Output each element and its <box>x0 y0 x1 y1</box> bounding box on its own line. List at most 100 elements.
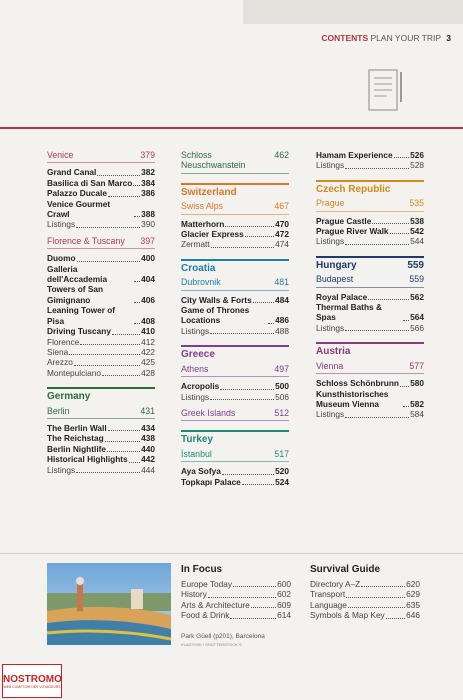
city-heading: Athens 497 <box>181 363 289 378</box>
entry-label: Royal Palace <box>316 291 368 302</box>
entry-page: 434 <box>141 422 155 433</box>
city-name: Athens <box>181 363 209 374</box>
entry-label: Hamam Experience <box>316 150 393 160</box>
entry-label: Food & Drink <box>181 610 230 621</box>
entry-page: 600 <box>277 578 291 589</box>
country-heading: Greece <box>181 345 289 360</box>
logo-name: NOSTROMO <box>3 674 62 685</box>
entry-label: Listings <box>316 236 345 247</box>
city-heading: Vienna 577 <box>316 361 424 375</box>
toc-entry: Hamam Experience 526 <box>316 150 424 160</box>
toc-entry: Driving Tuscany 410 <box>47 326 155 336</box>
toc-entry: Siena 422 <box>47 347 155 357</box>
toc-entry: Aya Sofya 520 <box>181 466 289 476</box>
toc-entry: Matterhorn 470 <box>181 219 289 229</box>
toc-entry: Kunsthistorisches Museum Vienna 582 <box>316 389 424 410</box>
entry-page: 384 <box>141 177 155 188</box>
city-name: Schloss Neuschwanstein <box>181 150 246 171</box>
section: Croatia Dubrovnik 481 City Walls & Forts 484… <box>181 258 289 336</box>
leader <box>111 333 141 335</box>
leader <box>403 406 410 408</box>
entry-page: 582 <box>410 398 424 409</box>
entry-label: Historical Highlights <box>47 454 128 465</box>
city-name: Florence & Tuscany <box>47 235 125 246</box>
country-name: Austria <box>316 346 351 358</box>
country-heading: Austria <box>316 342 424 357</box>
section-title: In Focus <box>181 564 223 575</box>
entry-page: 620 <box>406 578 420 589</box>
leader <box>345 416 410 418</box>
leader <box>107 451 141 453</box>
group: Swiss Alps 467 Matterhorn 470 Glacier Expres… <box>181 201 289 250</box>
entry-page: 506 <box>275 391 289 402</box>
toc-entry: Montepulciano 428 <box>47 368 155 378</box>
toc-entry: Thermal Baths & Spas 564 <box>316 302 424 323</box>
entry-label: Listings <box>181 325 210 336</box>
entry-page: 400 <box>141 253 155 264</box>
city-heading: Venice 379 <box>47 150 155 164</box>
entry-label: Leaning Tower of Pisa <box>47 305 116 326</box>
leader <box>346 596 406 598</box>
city-heading: Budapest 559 <box>316 274 424 288</box>
city-name: Prague <box>316 198 345 209</box>
entry-label: Acropolis <box>181 381 220 392</box>
country-heading: Hungary 559 <box>316 255 424 271</box>
city-page: 431 <box>140 405 155 416</box>
entry-label: Berlin Nightlife <box>47 443 107 454</box>
leader <box>97 174 141 176</box>
entry-label: Venice Gourmet Crawl <box>47 198 111 220</box>
leader <box>250 607 277 609</box>
city-name: Swiss Alps <box>181 201 224 212</box>
entry-label: Europe Today <box>181 578 233 589</box>
group: Schloss Neuschwanstein 462 <box>181 150 289 174</box>
entry-page: 410 <box>141 326 155 337</box>
column: Venice 379 Grand Canal 382 Basilica di San M… <box>47 150 155 484</box>
toc-entry: Zermatt 474 <box>181 239 289 249</box>
toc-entry: Grand Canal 382 <box>47 167 155 177</box>
entry-label: History <box>181 589 207 600</box>
toc-entry: Prague Castle 538 <box>316 216 424 226</box>
entry-page: 470 <box>275 218 289 229</box>
toc-entry: Berlin Nightlife 440 <box>47 444 155 454</box>
leader <box>233 586 277 588</box>
section: Germany Berlin 431 The Berlin Wall 434 The Re… <box>47 387 155 475</box>
entry-page: 584 <box>410 409 424 420</box>
entry-page: 646 <box>406 610 420 621</box>
column: Schloss Neuschwanstein 462 Switzerland Swis… <box>181 150 289 496</box>
toc-entry: Prague River Walk 542 <box>316 226 424 236</box>
toc-entry: Directory A–Z 620 <box>310 579 420 590</box>
toc-entry: Venice Gourmet Crawl 388 <box>47 199 155 220</box>
entry-page: 440 <box>141 443 155 454</box>
entry-page: 528 <box>410 160 424 171</box>
leader <box>76 260 141 262</box>
group: Venice 379 Grand Canal 382 Basilica di San M… <box>47 150 155 230</box>
toc-entry: Listings 544 <box>316 236 424 246</box>
entry-label: Galleria dell'Accademia <box>47 263 108 285</box>
entry-page: 635 <box>406 599 420 610</box>
leader <box>76 226 141 228</box>
leader <box>134 281 141 283</box>
entry-page: 580 <box>410 378 424 389</box>
city-page: 397 <box>140 235 155 246</box>
leader <box>80 343 141 345</box>
toc-entry: Europe Today 600 <box>181 579 291 590</box>
entry-page: 408 <box>141 315 155 326</box>
toc-entry: Florence 412 <box>47 337 155 347</box>
group: Prague 535 Prague Castle 538 Prague River Wa… <box>316 198 424 247</box>
entry-label: Listings <box>316 322 345 333</box>
entry-page: 566 <box>410 322 424 333</box>
country-name: Hungary <box>316 259 357 271</box>
entry-page: 442 <box>141 454 155 465</box>
entry-label: The Reichstag <box>47 433 104 444</box>
country-name: Czech Republic <box>316 183 391 195</box>
toc-entry: Palazzo Ducale 386 <box>47 188 155 198</box>
toc-entry: Galleria dell'Accademia 404 <box>47 264 155 285</box>
leader <box>210 333 275 335</box>
section: Switzerland Swiss Alps 467 Matterhorn 470 Gla… <box>181 182 289 250</box>
entry-page: 544 <box>410 236 424 247</box>
entry-page: 629 <box>406 589 420 600</box>
group: Vienna 577 Schloss Schönbrunn 580 Kunsthisto… <box>316 361 424 420</box>
leader <box>399 385 410 387</box>
entry-label: Glacier Express <box>181 229 244 240</box>
